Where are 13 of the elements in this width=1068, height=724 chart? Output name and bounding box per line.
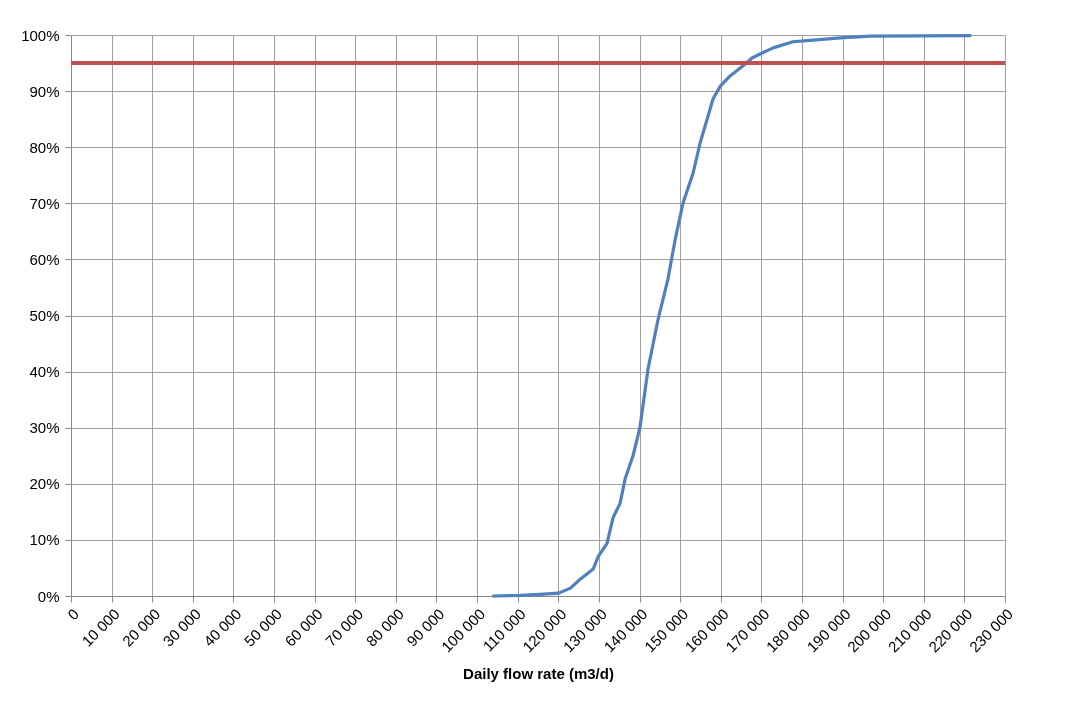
y-tick-label: 40%: [29, 363, 60, 381]
y-tick-label: 80%: [29, 138, 60, 156]
y-tick-label: 70%: [29, 194, 60, 212]
line-series: [491, 33, 972, 598]
y-tick-label: 30%: [29, 419, 60, 437]
y-tick-label: 0%: [37, 587, 60, 605]
y-tick-label: 10%: [29, 531, 60, 549]
x-axis-title: Daily flow rate (m3/d): [463, 665, 614, 683]
y-tick-label: 60%: [29, 250, 60, 268]
y-tick-label: 20%: [29, 475, 60, 493]
y-tick-label: 90%: [29, 82, 60, 100]
y-tick-label: 50%: [29, 307, 60, 324]
y-tick-label: 100%: [21, 26, 60, 44]
